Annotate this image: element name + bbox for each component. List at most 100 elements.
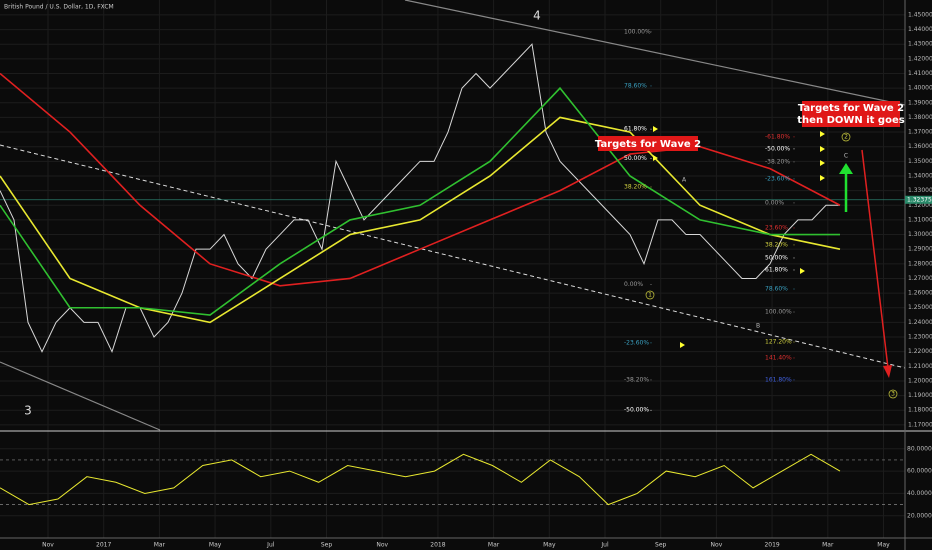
fib-label: 127.20% — [765, 339, 792, 346]
y-tick-label: 1.31000 — [908, 216, 932, 223]
y-tick-label: 1.25000 — [908, 304, 932, 311]
y-tick-label: 1.45000 — [908, 11, 932, 18]
x-tick-label: Mar — [488, 542, 500, 549]
fib-label: 0.00% — [624, 281, 643, 288]
y-tick-label: 1.35000 — [908, 158, 932, 165]
y-tick-label: 1.36000 — [908, 143, 932, 150]
fib-label: 61.80% — [624, 126, 647, 133]
y-tick-label: 1.38000 — [908, 114, 932, 121]
circle — [841, 132, 851, 142]
x-tick-label: Jul — [600, 542, 609, 549]
fib-label: -23.60% — [765, 175, 790, 182]
y-tick-label: 1.22000 — [908, 348, 932, 355]
x-tick-label: May — [209, 542, 222, 549]
rsi-tick-label: 20.0000 — [907, 512, 932, 519]
y-tick-label: 1.19000 — [908, 392, 932, 399]
y-tick-label: 1.23000 — [908, 334, 932, 341]
last-price-label: 1.32375 — [907, 196, 932, 203]
series-line — [0, 72, 841, 287]
y-tick-label: 1.21000 — [908, 363, 932, 370]
circle — [645, 290, 655, 300]
fib-label: -50.00% — [765, 145, 790, 152]
fib-label: -61.80% — [765, 133, 790, 140]
circled-labels — [645, 132, 898, 399]
y-tick-label: 1.24000 — [908, 319, 932, 326]
y-tick-label: 1.26000 — [908, 290, 932, 297]
wave-label: 3 — [24, 404, 32, 418]
y-tick-label: 1.17000 — [908, 421, 932, 428]
channel-bottom — [0, 361, 161, 431]
x-tick-label: 2019 — [764, 542, 779, 549]
wave-label: A — [682, 177, 687, 184]
circled-label: 2 — [844, 134, 848, 141]
grid — [0, 0, 905, 538]
callout-box — [598, 136, 698, 151]
fib-label: -23.60% — [624, 339, 649, 346]
y-tick-label: 1.29000 — [908, 246, 932, 253]
callout-right: then DOWN it goes — [797, 115, 904, 126]
x-tick-label: Sep — [321, 542, 333, 549]
x-tick-label: Mar — [822, 542, 834, 549]
series-line — [0, 86, 840, 316]
fib-label: 61.80% — [765, 266, 788, 273]
rsi-tick-label: 80.0000 — [907, 445, 932, 452]
fib-label: 161.80% — [765, 376, 792, 383]
x-tick-label: Jul — [266, 542, 275, 549]
y-tick-label: 1.43000 — [908, 41, 932, 48]
y-tick-label: 1.41000 — [908, 70, 932, 77]
y-tick-label: 1.27000 — [908, 275, 932, 282]
fib-label: 50.00% — [765, 254, 788, 261]
rsi-tick-label: 40.0000 — [907, 490, 932, 497]
fib-label: 100.00% — [765, 308, 792, 315]
fib-label: 38.20% — [765, 241, 788, 248]
last-price-box — [905, 195, 932, 204]
rsi-tick-label: 60.0000 — [907, 468, 932, 475]
wave-label: C — [844, 153, 848, 160]
x-tick-label: Nov — [711, 542, 723, 549]
callout-right: Targets for Wave 2 — [798, 103, 904, 114]
x-tick-label: Nov — [376, 542, 388, 549]
fib-label: 50.00% — [624, 155, 647, 162]
y-tick-label: 1.44000 — [908, 26, 932, 33]
x-tick-label: Mar — [154, 542, 166, 549]
fib-label: 141.40% — [765, 354, 792, 361]
series-line — [0, 453, 841, 506]
x-tick-label: May — [543, 542, 556, 549]
y-tick-label: 1.40000 — [908, 85, 932, 92]
x-tick-label: 2017 — [96, 542, 111, 549]
channel-top — [404, 0, 906, 106]
fib-label: 100.00% — [624, 28, 651, 35]
fib-label: -38.20% — [765, 158, 790, 165]
red-arrow — [861, 149, 889, 369]
green-arrowhead — [839, 163, 853, 174]
y-tick-label: 1.18000 — [908, 407, 932, 414]
x-tick-label: May — [877, 542, 890, 549]
y-tick-label: 1.28000 — [908, 260, 932, 267]
callout-box — [802, 101, 900, 127]
y-tick-label: 1.30000 — [908, 231, 932, 238]
wave-label: B — [756, 323, 760, 330]
y-tick-label: 1.32000 — [908, 202, 932, 209]
circled-label: 3 — [891, 391, 895, 398]
chart-title: British Pound / U.S. Dollar, 1D, FXCM — [4, 4, 114, 11]
fib-label: 38.20% — [624, 183, 647, 190]
y-tick-label: 1.42000 — [908, 55, 932, 62]
fib-label: 23.60% — [765, 224, 788, 231]
y-tick-label: 1.39000 — [908, 99, 932, 106]
fib-label: 78.60% — [624, 82, 647, 89]
circle — [888, 389, 898, 399]
fib-label: 0.00% — [765, 199, 784, 206]
x-tick-label: Sep — [655, 542, 667, 549]
red-arrowhead — [883, 365, 892, 378]
circled-label: 1 — [648, 292, 652, 299]
wave-label: 4 — [533, 9, 541, 23]
fib-label: -50.00% — [624, 407, 649, 414]
x-tick-label: 2018 — [430, 542, 445, 549]
y-tick-label: 1.34000 — [908, 172, 932, 179]
x-tick-label: Nov — [42, 542, 54, 549]
y-tick-label: 1.20000 — [908, 377, 932, 384]
dashed-trendline — [0, 144, 906, 369]
y-tick-label: 1.37000 — [908, 129, 932, 136]
